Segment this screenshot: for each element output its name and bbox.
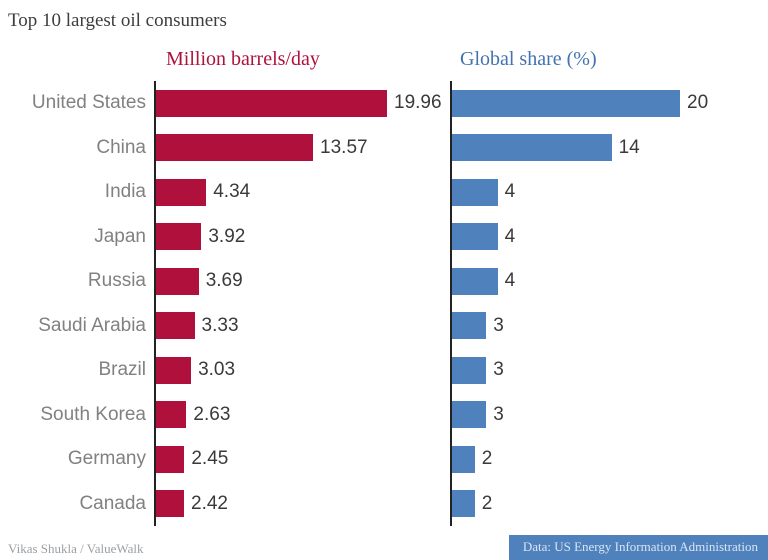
share-value-label: 2 xyxy=(481,448,493,470)
chart-title: Top 10 largest oil consumers xyxy=(8,10,227,31)
left-bar-cell: 13.57 xyxy=(154,125,450,170)
barrels-bar xyxy=(156,267,199,295)
barrels-value-label: 3.69 xyxy=(205,270,243,292)
share-bar xyxy=(452,89,680,117)
right-bar-cell: 4 xyxy=(450,214,768,259)
barrels-bar xyxy=(156,356,192,384)
barrels-bar xyxy=(156,134,314,162)
left-bar-cell: 2.45 xyxy=(154,437,450,482)
right-bar-cell: 20 xyxy=(450,81,768,126)
left-bar-cell: 3.69 xyxy=(154,259,450,304)
country-label: United States xyxy=(31,92,146,114)
left-bar-cell: 3.03 xyxy=(154,348,450,393)
barrels-value-label: 4.34 xyxy=(213,181,251,203)
left-bar-cell: 3.92 xyxy=(154,214,450,259)
share-value-label: 3 xyxy=(493,314,504,336)
share-value-label: 14 xyxy=(618,136,640,158)
share-value-label: 3 xyxy=(493,403,504,425)
series-header-barrels: Million barrels/day xyxy=(166,48,320,70)
barrels-bar xyxy=(156,490,184,518)
barrels-value-label: 2.42 xyxy=(191,492,228,514)
barrels-value-label: 3.92 xyxy=(208,225,246,247)
series-header-share: Global share (%) xyxy=(460,48,597,70)
country-label: South Korea xyxy=(40,403,146,425)
table-row: Germany 2.45 2 xyxy=(0,437,768,482)
share-bar xyxy=(452,490,475,518)
table-row: Japan 3.92 4 xyxy=(0,214,768,259)
country-label: Russia xyxy=(87,270,146,292)
share-bar xyxy=(452,178,498,206)
share-bar xyxy=(452,356,487,384)
left-bar-cell: 19.96 xyxy=(154,81,450,126)
left-bar-cell: 3.33 xyxy=(154,303,450,348)
table-row: Brazil 3.03 3 xyxy=(0,348,768,393)
barrels-value-label: 2.63 xyxy=(193,403,231,425)
country-label: Germany xyxy=(67,448,146,470)
country-label: Saudi Arabia xyxy=(38,314,146,336)
right-bar-cell: 2 xyxy=(450,481,768,526)
left-bar-cell: 2.42 xyxy=(154,481,450,526)
barrels-bar xyxy=(156,401,187,429)
barrels-bar xyxy=(156,312,195,340)
share-value-label: 4 xyxy=(504,270,516,292)
share-value-label: 3 xyxy=(493,359,504,381)
country-label: Japan xyxy=(94,225,146,247)
table-row: Canada 2.42 2 xyxy=(0,481,768,526)
table-row: India 4.34 4 xyxy=(0,170,768,215)
barrels-bar xyxy=(156,223,202,251)
share-bar xyxy=(452,312,487,340)
barrels-value-label: 3.33 xyxy=(201,314,239,336)
footer-credit: Vikas Shukla / ValueWalk xyxy=(8,541,144,556)
right-bar-cell: 4 xyxy=(450,259,768,304)
right-bar-cell: 3 xyxy=(450,348,768,393)
barrels-bar xyxy=(156,445,185,473)
left-bar-cell: 4.34 xyxy=(154,170,450,215)
bar-chart-rows: United States 19.96 20 China 13.57 14 India 4.3… xyxy=(0,81,768,526)
share-bar xyxy=(452,445,475,473)
table-row: Saudi Arabia 3.33 3 xyxy=(0,303,768,348)
share-bar xyxy=(452,134,612,162)
country-label: Canada xyxy=(79,492,146,514)
table-row: United States 19.96 20 xyxy=(0,81,768,126)
right-bar-cell: 2 xyxy=(450,437,768,482)
barrels-value-label: 2.45 xyxy=(191,448,229,470)
country-label: China xyxy=(96,136,146,158)
share-value-label: 4 xyxy=(504,225,516,247)
share-value-label: 20 xyxy=(687,92,709,114)
barrels-value-label: 3.03 xyxy=(198,359,236,381)
barrels-bar xyxy=(156,89,387,117)
footer-source: Data: US Energy Information Administrati… xyxy=(508,535,768,560)
table-row: China 13.57 14 xyxy=(0,125,768,170)
left-bar-cell: 2.63 xyxy=(154,392,450,437)
right-bar-cell: 14 xyxy=(450,125,768,170)
table-row: Russia 3.69 4 xyxy=(0,259,768,304)
country-label: Brazil xyxy=(98,359,146,381)
right-bar-cell: 4 xyxy=(450,170,768,215)
header-spacer xyxy=(0,48,154,71)
right-bar-cell: 3 xyxy=(450,303,768,348)
share-bar xyxy=(452,223,498,251)
country-label: India xyxy=(104,181,146,203)
share-value-label: 2 xyxy=(481,492,493,514)
table-row: South Korea 2.63 3 xyxy=(0,392,768,437)
barrels-bar xyxy=(156,178,207,206)
share-bar xyxy=(452,267,498,295)
share-value-label: 4 xyxy=(504,181,516,203)
column-headers: Million barrels/day Global share (%) xyxy=(0,48,768,71)
share-bar xyxy=(452,401,487,429)
right-bar-cell: 3 xyxy=(450,392,768,437)
barrels-value-label: 13.57 xyxy=(320,136,368,158)
barrels-value-label: 19.96 xyxy=(394,92,442,114)
